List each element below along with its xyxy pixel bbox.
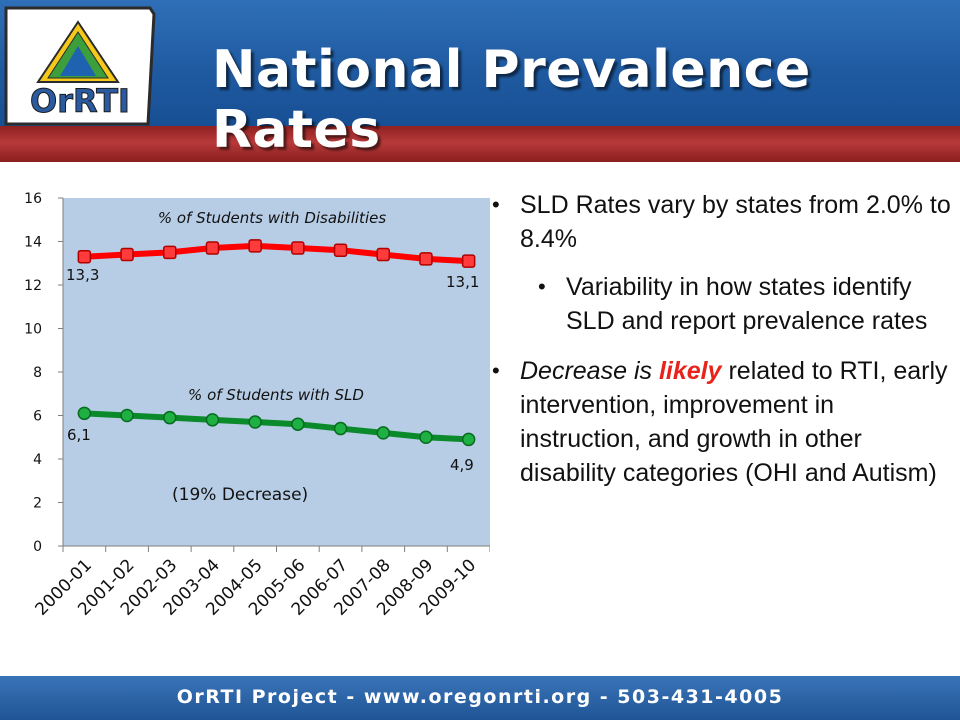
bullet-1: • SLD Rates vary by states from 2.0% to … (492, 188, 952, 256)
data-point-disabilities (419, 252, 433, 266)
data-point-sld (291, 417, 305, 431)
data-point-disabilities (248, 239, 262, 253)
data-point-disabilities (77, 249, 92, 264)
series-line-disabilities (84, 242, 469, 265)
decrease-annotation: (19% Decrease) (172, 485, 308, 505)
y-tick-label: 2 (33, 496, 42, 512)
y-tick-label: 6 (33, 409, 42, 425)
orrti-logo: OrRTI (4, 6, 156, 126)
data-point-sld (376, 426, 390, 440)
data-label-sld-start: 6,1 (67, 426, 91, 444)
bullet-list: • SLD Rates vary by states from 2.0% to … (492, 188, 952, 490)
bullet-3: • Decrease is likely related to RTI, ear… (492, 354, 952, 490)
data-label-dis-end: 13,1 (446, 273, 479, 291)
data-point-sld (77, 406, 92, 421)
page-title: National Prevalence Rates (212, 40, 811, 160)
data-label-sld-end: 4,9 (450, 456, 474, 474)
data-point-sld (333, 421, 348, 436)
prevalence-chart: 0 2 4 6 8 10 12 14 16 2000-012001-022002-032003-… (24, 191, 490, 620)
data-point-disabilities (205, 241, 220, 255)
bullet-3-lead: Decrease is (520, 357, 659, 385)
bullet-dot: • (538, 274, 546, 299)
data-point-disabilities (120, 247, 134, 262)
data-point-sld (461, 432, 476, 447)
y-tick-label: 12 (24, 278, 42, 294)
bullet-2: • Variability in how states identify SLD… (492, 270, 952, 338)
series-label-sld: % of Students with SLD (188, 386, 364, 404)
y-tick-label: 14 (24, 235, 42, 251)
bullet-dot: • (492, 192, 500, 217)
bullet-3-highlight: likely (658, 357, 722, 385)
data-point-sld (419, 430, 433, 444)
series-label-disabilities: % of Students with Disabilities (158, 209, 386, 227)
footer-bar: OrRTI Project - www.oregonrti.org - 503-… (0, 676, 960, 720)
y-tick-label: 8 (33, 365, 42, 381)
data-point-sld (205, 413, 220, 427)
data-point-sld (248, 415, 262, 429)
data-point-disabilities (333, 243, 348, 257)
bullet-dot: • (492, 358, 500, 383)
bullet-2-text: Variability in how states identify SLD a… (566, 273, 928, 335)
x-ticks: 2000-012001-022002-032003-042004-052005-… (32, 546, 490, 620)
data-point-disabilities (461, 254, 476, 268)
bullet-3-rest: related to RTI, early intervention, impr… (520, 357, 948, 487)
data-point-sld (120, 408, 134, 423)
y-tick-label: 0 (33, 539, 42, 555)
data-point-disabilities (163, 245, 177, 260)
y-tick-label: 16 (24, 191, 42, 207)
logo-text: OrRTI (30, 82, 130, 120)
bullet-1-text: SLD Rates vary by states from 2.0% to 8.… (520, 191, 951, 253)
data-point-sld (163, 410, 177, 425)
header-bar (0, 0, 960, 130)
accent-bar (0, 126, 960, 162)
series-group (77, 239, 476, 447)
y-tick-label: 10 (24, 322, 42, 338)
data-point-disabilities (376, 247, 390, 262)
y-tick-label: 4 (33, 452, 42, 468)
series-line-sld (84, 410, 469, 443)
y-ticks: 0 2 4 6 8 10 12 14 16 (24, 191, 63, 555)
footer-text: OrRTI Project - www.oregonrti.org - 503-… (176, 686, 784, 708)
data-label-dis-start: 13,3 (66, 266, 99, 284)
data-point-disabilities (291, 241, 305, 255)
